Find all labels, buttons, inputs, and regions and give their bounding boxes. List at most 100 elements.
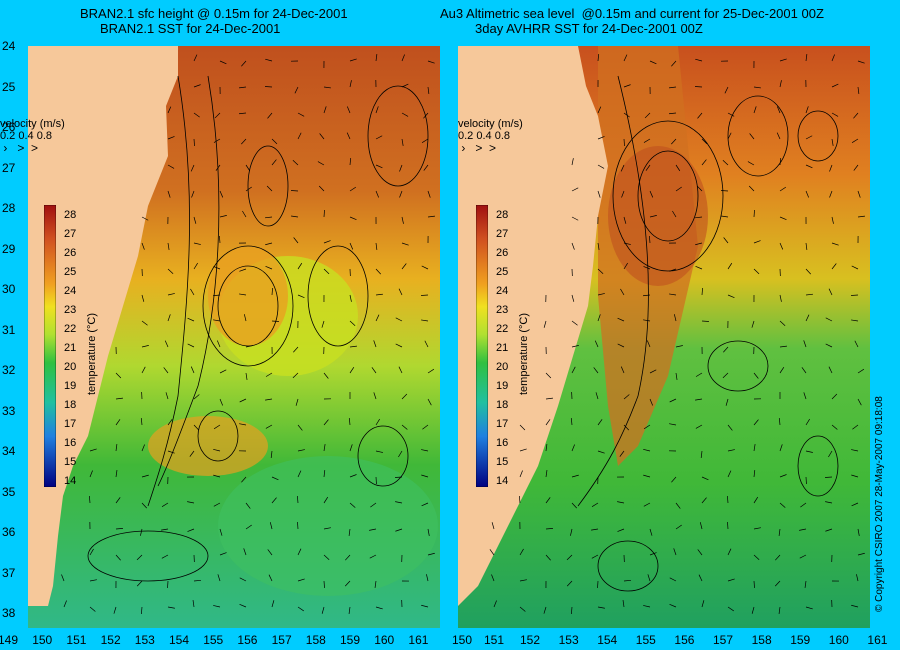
- velocity-arrow: [720, 190, 729, 192]
- velocity-arrow: [856, 574, 859, 582]
- right-colorbar: 28 27 26 25 24 23 22 21 20 19 18 17 16 15 14 temperatu…: [475, 204, 530, 495]
- velocity-arrow: [349, 345, 357, 348]
- colorbar-tick-label: 19: [64, 380, 77, 392]
- velocity-arrow: [597, 54, 600, 62]
- velocity-arrow: [779, 80, 782, 88]
- velocity-arrow: [519, 548, 524, 556]
- velocity-arrow: [805, 135, 813, 140]
- velocity-arrow: [161, 554, 169, 559]
- velocity-arrow: [701, 138, 708, 145]
- velocity-arrow: [857, 60, 865, 64]
- colorbar-tick-label: 17: [496, 418, 509, 430]
- velocity-arrow: [646, 340, 651, 348]
- velocity-arrow: [723, 237, 729, 244]
- velocity-arrow: [395, 501, 403, 504]
- velocity-arrow: [297, 470, 302, 478]
- velocity-arrow: [239, 293, 247, 296]
- right-velocity-scale: 0.2 0.4 0.8: [458, 130, 510, 142]
- velocity-arrow: [295, 398, 299, 406]
- velocity-arrow: [270, 450, 273, 458]
- velocity-arrow: [753, 554, 760, 560]
- velocity-arrow: [623, 84, 631, 88]
- velocity-arrow: [265, 398, 273, 401]
- longitude-label-right: 154: [597, 633, 618, 647]
- velocity-arrow: [643, 424, 651, 430]
- velocity-arrow: [649, 190, 654, 198]
- left-velocity-scale: 0.2 0.4 0.8: [0, 130, 52, 142]
- latitude-label: 35: [2, 484, 16, 499]
- velocity-arrow: [800, 502, 807, 508]
- velocity-arrow: [799, 528, 807, 531]
- velocity-arrow: [669, 603, 677, 608]
- colorbar-tick-label: 15: [64, 456, 77, 468]
- velocity-arrow: [623, 216, 627, 224]
- velocity-arrow: [349, 216, 357, 220]
- velocity-arrow: [695, 242, 703, 246]
- velocity-arrow: [187, 528, 195, 532]
- velocity-arrow: [239, 398, 247, 403]
- velocity-arrow: [239, 268, 247, 272]
- velocity-arrow: [643, 474, 651, 478]
- velocity-arrow: [519, 606, 526, 612]
- left-velocity-arrows: [61, 54, 435, 615]
- velocity-arrow: [291, 215, 299, 218]
- velocity-arrow: [649, 398, 654, 406]
- velocity-arrow: [271, 476, 279, 481]
- latitude-label: 38: [2, 606, 16, 620]
- right-contours: [577, 75, 839, 592]
- velocity-arrow: [779, 345, 787, 348]
- velocity-arrow: [241, 60, 247, 67]
- velocity-arrow: [825, 528, 833, 532]
- velocity-arrow: [167, 450, 175, 454]
- velocity-arrow: [375, 450, 383, 453]
- right-land: [458, 46, 608, 606]
- velocity-arrow: [831, 424, 838, 430]
- velocity-arrow: [187, 317, 195, 322]
- velocity-arrow: [643, 605, 651, 608]
- velocity-arrow: [545, 419, 551, 426]
- colorbar-tick-label: 20: [496, 361, 509, 373]
- longitude-label-left: 149: [0, 633, 19, 647]
- velocity-arrow: [115, 397, 123, 400]
- velocity-arrow: [193, 394, 200, 400]
- velocity-arrow: [115, 444, 118, 452]
- latitude-label: 30: [2, 282, 16, 296]
- velocity-arrow: [242, 210, 247, 218]
- velocity-arrow: [346, 132, 351, 140]
- velocity-arrow: [187, 343, 195, 348]
- velocity-arrow: [649, 369, 657, 374]
- velocity-arrow: [167, 164, 175, 169]
- velocity-arrow: [597, 293, 605, 296]
- velocity-arrow: [89, 470, 93, 478]
- velocity-arrow: [297, 132, 302, 140]
- velocity-arrow: [271, 159, 277, 166]
- velocity-arrow: [571, 294, 575, 302]
- velocity-arrow: [701, 497, 707, 504]
- velocity-arrow: [89, 579, 97, 582]
- longitude-label-left: 161: [408, 633, 429, 647]
- velocity-arrow: [697, 549, 703, 556]
- velocity-arrow: [401, 112, 409, 117]
- velocity-arrow: [271, 287, 273, 296]
- colorbar-tick-label: 27: [64, 228, 77, 240]
- velocity-arrow: [545, 372, 552, 379]
- velocity-arrow: [753, 106, 757, 114]
- velocity-arrow: [695, 216, 703, 219]
- velocity-arrow: [219, 398, 224, 406]
- velocity-arrow: [701, 320, 710, 322]
- velocity-arrow: [805, 164, 813, 169]
- velocity-arrow: [375, 164, 383, 169]
- velocity-arrow: [319, 133, 325, 140]
- velocity-arrow: [398, 366, 403, 374]
- latitude-label: 36: [2, 525, 16, 539]
- velocity-arrow: [853, 112, 859, 119]
- colorbar-tick-label: 21: [496, 342, 509, 354]
- velocity-arrow: [857, 552, 865, 556]
- velocity-arrow: [136, 554, 143, 561]
- velocity-arrow: [193, 84, 201, 88]
- velocity-arrow: [213, 424, 221, 430]
- velocity-arrow: [193, 138, 195, 147]
- left-eddy-core: [208, 246, 288, 346]
- velocity-arrow: [349, 502, 356, 508]
- velocity-arrow: [348, 606, 351, 614]
